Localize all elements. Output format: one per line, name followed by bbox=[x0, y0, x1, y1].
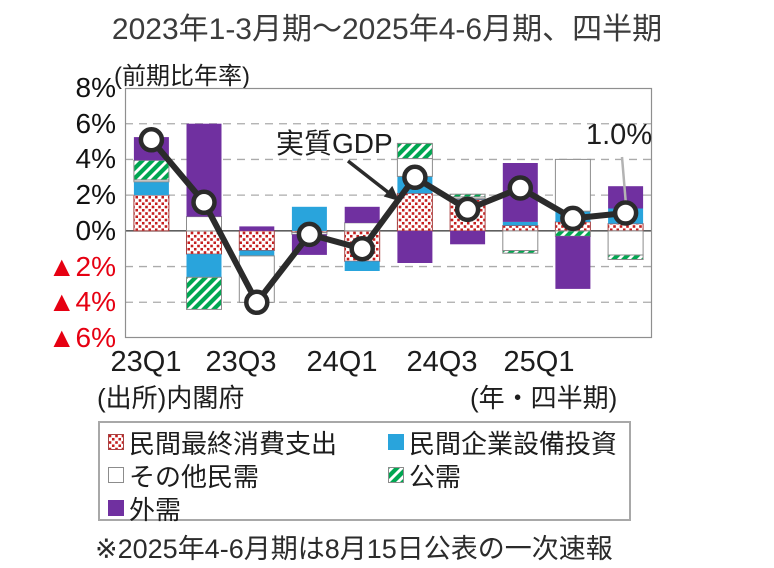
y-tick-label: ▲6% bbox=[47, 322, 116, 353]
y-tick-label: 8% bbox=[75, 72, 116, 103]
y-tick-label: ▲4% bbox=[47, 286, 116, 318]
plot-frame bbox=[124, 87, 653, 339]
legend-swatch-stripes-green bbox=[388, 467, 404, 483]
y-tick-label: 6% bbox=[75, 107, 116, 139]
bar-segment bbox=[555, 236, 591, 289]
y-axis-unit-label: (前期比年率) bbox=[114, 63, 250, 90]
bar-segment bbox=[502, 225, 539, 232]
gdp-marker bbox=[507, 175, 534, 201]
y-tick-label: 2% bbox=[75, 179, 116, 211]
gdp-marker bbox=[560, 205, 586, 232]
legend-label: 公需 bbox=[409, 461, 462, 492]
gdp-line-annotation: 実質GDP bbox=[276, 128, 393, 159]
bar-segment bbox=[502, 250, 539, 254]
legend-item: 民間企業設備投資 bbox=[388, 426, 618, 459]
plot-area bbox=[124, 87, 653, 339]
bar-segment bbox=[186, 276, 222, 310]
gdp-marker bbox=[402, 164, 428, 191]
x-axis-tick-labels: 23Q1 23Q3 24Q1 24Q3 25Q1 bbox=[0, 346, 774, 378]
bar-segment bbox=[186, 254, 222, 278]
bar-segment bbox=[396, 192, 433, 232]
bar-segment bbox=[133, 159, 170, 181]
last-value-leader-line bbox=[620, 156, 628, 206]
legend-swatch-dots-red bbox=[108, 434, 124, 450]
legend-item: 公需 bbox=[388, 459, 462, 492]
bar-segment bbox=[397, 230, 433, 263]
gdp-marker bbox=[454, 196, 481, 223]
last-value-annotation: 1.0% bbox=[586, 119, 653, 151]
y-tick-label: 0% bbox=[75, 214, 116, 246]
y-axis-tick-labels: 8% 6% 4% 2% 0% ▲2% ▲4% ▲6% bbox=[0, 73, 118, 353]
legend-swatch-solid-blue bbox=[388, 434, 404, 450]
legend-item: 民間最終消費支出 bbox=[108, 426, 338, 459]
bar-segment bbox=[133, 181, 169, 196]
bar-segment bbox=[554, 158, 591, 212]
legend-item: 外需 bbox=[108, 492, 182, 525]
gdp-line bbox=[148, 136, 629, 306]
legend-label: その他民需 bbox=[129, 461, 260, 492]
gdp-marker bbox=[244, 289, 270, 316]
bar-segment bbox=[344, 261, 380, 271]
gdp-marker bbox=[191, 189, 217, 216]
legend-swatch-white bbox=[108, 467, 124, 483]
x-tick-label: 24Q3 bbox=[406, 346, 478, 378]
legend-label: 民間最終消費支出 bbox=[129, 428, 338, 459]
bar-segment bbox=[502, 230, 539, 251]
bar-segment bbox=[554, 230, 591, 237]
bar-segment bbox=[133, 194, 170, 232]
gdp-marker bbox=[296, 221, 323, 248]
source-label: (出所)内閣府 bbox=[97, 383, 245, 413]
bar-segment bbox=[344, 206, 380, 223]
x-tick-label: 23Q1 bbox=[110, 346, 182, 378]
gdp-annotation-arrow bbox=[346, 159, 399, 201]
bar-segment bbox=[450, 230, 486, 245]
x-axis-unit-label: (年・四半期) bbox=[470, 383, 618, 413]
bar-segment bbox=[449, 193, 486, 198]
bar-segment bbox=[239, 226, 275, 231]
bar-segment bbox=[238, 230, 275, 251]
legend-item: その他民需 bbox=[108, 459, 260, 492]
bar-segment bbox=[396, 142, 433, 160]
y-tick-label: ▲2% bbox=[47, 250, 116, 282]
gdp-marker bbox=[349, 235, 375, 262]
gdp-marker bbox=[138, 127, 165, 153]
bar-segment bbox=[239, 250, 275, 256]
bar-segment bbox=[502, 221, 538, 226]
bar-segment bbox=[186, 230, 222, 255]
gdp-marker bbox=[612, 200, 639, 226]
bar-segment bbox=[607, 254, 644, 260]
bar-segment bbox=[607, 230, 644, 256]
legend: 民間最終消費支出 民間企業設備投資その他民需 公需外需 bbox=[98, 421, 631, 525]
x-tick-label: 25Q1 bbox=[503, 346, 575, 378]
legend-swatch-solid-purple bbox=[108, 500, 124, 516]
y-tick-label: 4% bbox=[75, 143, 116, 175]
footnote: ※2025年4-6月期は8月15日公表の一次速報 bbox=[95, 534, 613, 564]
legend-label: 民間企業設備投資 bbox=[409, 428, 618, 459]
x-tick-label: 24Q1 bbox=[306, 346, 378, 378]
x-tick-label: 23Q3 bbox=[205, 346, 277, 378]
chart-title: 2023年1-3月期～2025年4-6月期、四半期 bbox=[111, 13, 663, 46]
legend-label: 外需 bbox=[129, 494, 182, 525]
